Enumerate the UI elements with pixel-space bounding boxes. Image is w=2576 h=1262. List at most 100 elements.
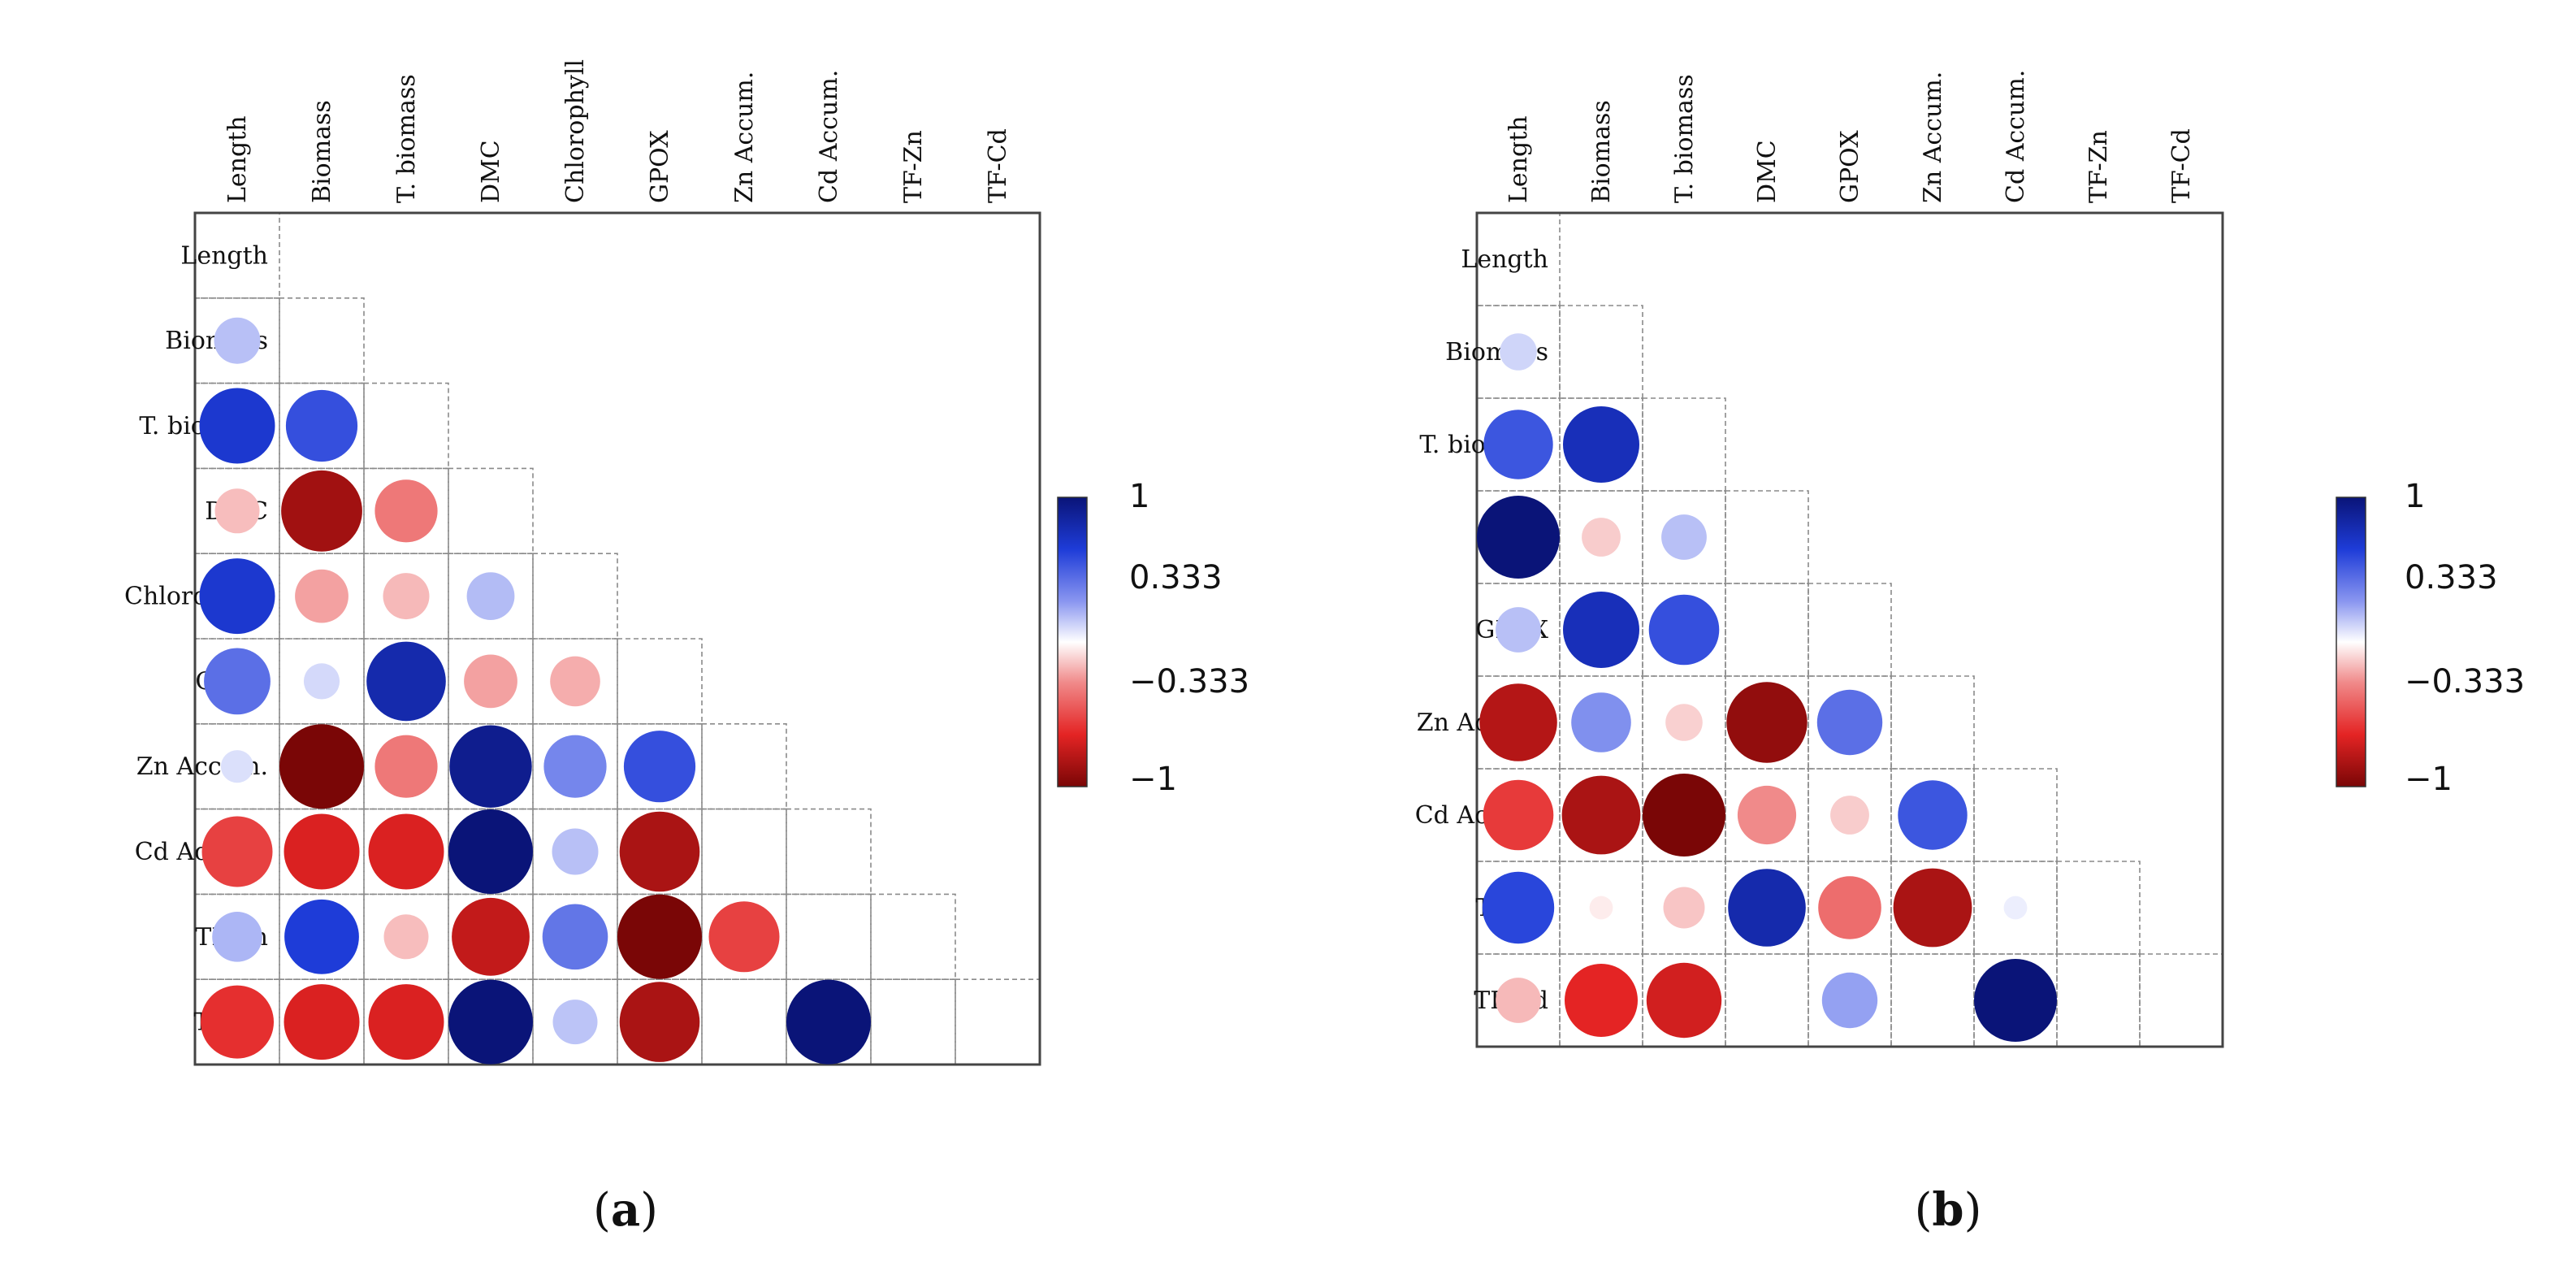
panel-b-corr-zn-accum-length (1479, 683, 1557, 761)
colorbar-a: 1 0.333 −0.333 −1 (1057, 478, 1249, 798)
panel-b-col-label-dmc: DMC (1753, 140, 1782, 203)
panel-b-corr-dmc-t-biomass (1661, 514, 1707, 560)
panel-a-col-label-zn-accum: Zn Accum. (730, 72, 759, 203)
colorbar-a-tick-2: 0.333 (1129, 559, 1223, 596)
panel-b-cell (1890, 953, 1975, 1047)
panel-b-corr-zn-accum-dmc (1726, 682, 1808, 763)
panel-a-corr-gpox-t-biomass (366, 641, 446, 722)
colorbar-b-tick-1: 1 (2405, 478, 2425, 515)
panel-b-cell (1808, 583, 1892, 677)
panel-a-corr-tf-zn-length (212, 912, 262, 962)
panel-a-corr-tf-zn-dmc (452, 897, 530, 976)
panel-a-corr-dmc-length (214, 488, 260, 534)
panel-b-corr-t-biomass-length (1483, 410, 1553, 479)
panel-a-corr-chlorophyll-length (199, 558, 275, 635)
panel-a-corr-chlorophyll-t-biomass (383, 573, 430, 620)
colorbar-a-tick-1: 1 (1129, 478, 1149, 515)
panel-b-cell (1808, 675, 1892, 770)
panel-a-corr-cd-accum-length (201, 816, 273, 887)
panel-a-corr-tf-cd-dmc (448, 979, 533, 1065)
panel-a-corr-zn-accum-t-biomass (374, 735, 438, 798)
panel-a-corr-zn-accum-length (220, 750, 254, 783)
panel-b-cell (1559, 953, 1643, 1047)
panel-b-cell (1642, 490, 1726, 584)
panel-a-col-label-length: Length (223, 115, 252, 203)
colorbar-b-gradient (2336, 497, 2366, 787)
panel-b-corr-tf-zn-biomass (1589, 896, 1613, 920)
panel-b-corr-zn-accum-t-biomass (1665, 704, 1703, 741)
panel-b-corr-zn-accum-gpox (1816, 689, 1883, 756)
panel-a-corr-gpox-dmc (464, 654, 517, 709)
panel-a-col-label-dmc: DMC (477, 140, 505, 203)
panel-b-corr-cd-accum-gpox (1830, 796, 1869, 835)
panel-a-corr-tf-cd-biomass (284, 984, 360, 1060)
panel-b-cell (1559, 305, 1643, 399)
panel-a-corr-tf-zn-biomass (284, 899, 359, 974)
panel-b-corr-tf-zn-gpox (1818, 876, 1881, 939)
panel-b-corr-biomass-length (1500, 333, 1537, 371)
panel-a-corr-tf-zn-zn-accum (708, 901, 780, 973)
colorbar-b-tick-2: 0.333 (2405, 559, 2498, 596)
panel-b-corr-tf-zn-length (1482, 871, 1555, 944)
panel-b-cell (1559, 861, 1643, 955)
panel-a-corr-tf-cd-cd-accum (786, 979, 871, 1065)
panel-b-corr-tf-cd-t-biomass (1646, 962, 1722, 1039)
panel-a-corr-dmc-biomass (281, 470, 362, 552)
panel-a-corr-cd-accum-chlorophyll (552, 828, 599, 875)
panel-a-row-label-length: Length (180, 241, 268, 270)
panel-b-corr-t-biomass-biomass (1563, 406, 1639, 483)
panel-b-corr-tf-cd-gpox (1821, 972, 1878, 1029)
panel-a-col-label-cd-accum: Cd Accum. (815, 70, 843, 203)
panel-b-cell (1725, 675, 1809, 770)
panel-b-col-label-tf-zn: TF-Zn (2085, 130, 2113, 203)
panel-b-cell (2056, 861, 2141, 955)
panel-b-col-label-gpox: GPOX (1836, 130, 1864, 203)
panel-a-corr-zn-accum-chlorophyll (543, 735, 607, 798)
panel-b-corr-tf-zn-t-biomass (1663, 887, 1705, 929)
panel-a-corr-dmc-t-biomass (374, 479, 438, 543)
panel-b-corr-cd-accum-t-biomass (1643, 774, 1725, 857)
panel-b-cell (1890, 768, 1975, 862)
panel-a-col-label-chlorophyll: Chlorophyll (561, 59, 590, 203)
panel-b-corr-tf-zn-dmc (1728, 869, 1806, 947)
panel-b-col-label-tf-cd: TF-Cd (2167, 128, 2196, 203)
panel-b-corr-cd-accum-length (1483, 779, 1554, 851)
panel-a-border (193, 211, 1041, 1066)
colorbar-a-tick-3: −0.333 (1129, 663, 1249, 700)
panel-a-corr-cd-accum-t-biomass (368, 813, 444, 890)
panel-a-corr-tf-zn-chlorophyll (542, 904, 608, 970)
panel-b-corr-dmc-length (1477, 496, 1560, 579)
panel-a-corr-t-biomass-biomass (285, 389, 358, 462)
colorbar-b-tick-3: −0.333 (2405, 663, 2525, 700)
panel-a-col-label-gpox: GPOX (646, 130, 674, 203)
panel-b-corr-cd-accum-zn-accum (1898, 780, 1968, 850)
panel-b-cell (1559, 768, 1643, 862)
panel-b-cell (1973, 861, 2058, 955)
panel-b-cell (1642, 397, 1726, 492)
panel-a-corr-chlorophyll-biomass (295, 569, 349, 623)
caption-a: (a) (593, 1183, 658, 1237)
panel-b-cell (1642, 953, 1726, 1047)
panel-a-corr-zn-accum-biomass (279, 724, 364, 809)
panel-b-cell (1725, 583, 1809, 677)
panel-b-col-label-biomass: Biomass (1587, 100, 1616, 203)
panel-b-corr-gpox-t-biomass (1648, 594, 1720, 666)
panel-a-corr-biomass-length (214, 317, 261, 364)
panel-a-corr-tf-cd-length (201, 985, 274, 1059)
panel-b-cell (1642, 861, 1726, 955)
caption-b-letter: b (1932, 1183, 1963, 1237)
panel-b-col-label-length: Length (1504, 115, 1533, 203)
panel-a-corr-cd-accum-biomass (284, 813, 360, 890)
panel-b-cell (1808, 953, 1892, 1047)
panel-b-cell (1725, 861, 1809, 955)
panel-b-cell (1725, 490, 1809, 584)
panel-a-corr-gpox-biomass (303, 663, 340, 700)
panel-a-col-label-biomass: Biomass (308, 100, 336, 203)
panel-b-corr-cd-accum-biomass (1561, 775, 1641, 855)
panel-b-corr-zn-accum-biomass (1571, 692, 1631, 752)
panel-b-corr-tf-zn-zn-accum (1893, 868, 1972, 948)
panel-b-col-label-zn-accum: Zn Accum. (1919, 72, 1947, 203)
colorbar-a-tick-4: −1 (1129, 761, 1177, 798)
panel-a-corr-cd-accum-dmc (448, 809, 533, 894)
